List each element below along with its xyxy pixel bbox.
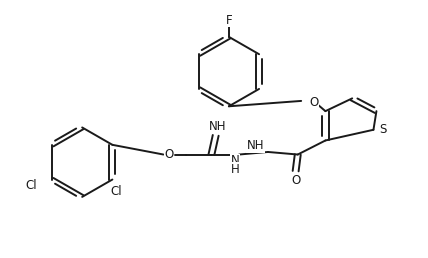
Text: H: H (230, 163, 239, 176)
Text: O: O (291, 174, 300, 187)
Text: O: O (164, 148, 173, 161)
Text: Cl: Cl (111, 184, 122, 198)
Text: NH: NH (247, 139, 264, 152)
Text: O: O (309, 96, 318, 109)
Text: S: S (379, 123, 386, 136)
Text: Cl: Cl (25, 179, 36, 192)
Text: F: F (226, 14, 232, 27)
Text: NH: NH (209, 120, 226, 133)
Text: N: N (230, 154, 239, 167)
